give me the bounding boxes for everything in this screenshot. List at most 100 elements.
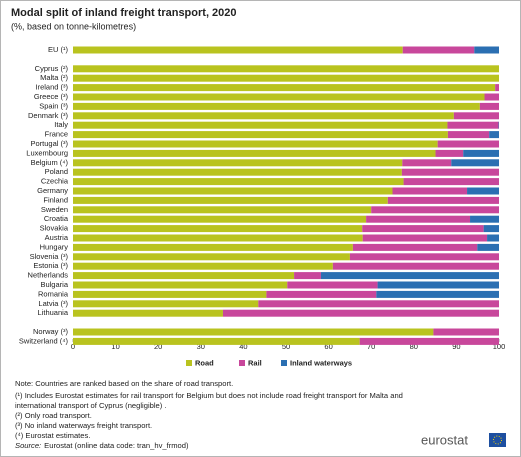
- bar-segment: [294, 272, 321, 280]
- y-tick-label: Switzerland (⁴): [19, 336, 69, 345]
- y-tick-label: Denmark (³): [28, 111, 69, 120]
- bar-segment: [73, 281, 288, 289]
- y-tick-label: Croatia: [44, 214, 69, 223]
- bar-segment: [447, 121, 499, 129]
- y-tick-label: Lithuania: [38, 308, 69, 317]
- source-text: Eurostat (online data code: tran_hv_frmo…: [44, 441, 189, 450]
- x-tick-label: 60: [324, 342, 332, 351]
- bar-segment: [349, 253, 499, 261]
- bar-segment: [73, 215, 367, 223]
- bar-segment: [371, 206, 499, 214]
- bar-segment: [258, 300, 499, 308]
- footnote: (¹) Includes Eurostat estimates for rail…: [15, 391, 403, 410]
- bar-segment: [73, 84, 496, 92]
- bar-segment: [73, 196, 388, 204]
- bar-segment: [376, 290, 499, 298]
- y-tick-label: Bulgaria: [40, 280, 68, 289]
- bar-segment: [483, 225, 499, 233]
- bar-segment: [474, 46, 499, 54]
- bar-segment: [403, 178, 499, 186]
- bar-segment: [387, 196, 499, 204]
- legend-item: Rail: [239, 358, 262, 367]
- bar-segment: [484, 93, 499, 101]
- bar-segment: [73, 102, 480, 110]
- y-tick-label: Slovenia (³): [30, 252, 69, 261]
- y-tick-label: Belgium (⁴): [31, 158, 69, 167]
- bar-segment: [73, 309, 223, 317]
- bar-segment: [73, 168, 402, 176]
- bar-segment: [73, 140, 438, 148]
- y-tick-label: Latvia (³): [38, 299, 68, 308]
- legend-label: Road: [195, 358, 214, 367]
- y-tick-label: Czechia: [41, 177, 69, 186]
- source-label: Source:: [15, 441, 42, 450]
- legend-label: Rail: [248, 358, 262, 367]
- y-tick-label: France: [45, 130, 68, 139]
- y-tick-label: Cyprus (²): [35, 64, 69, 73]
- logo-flag: [489, 433, 506, 447]
- bar-segment: [73, 93, 485, 101]
- bar-segment: [73, 131, 448, 139]
- y-tick-label: Hungary: [40, 242, 69, 251]
- bar-segment: [73, 328, 434, 336]
- bar-segment: [435, 149, 464, 157]
- bar-segment: [433, 328, 499, 336]
- y-tick-label: Norway (³): [33, 327, 69, 336]
- bar-segment: [437, 140, 499, 148]
- y-tick-label: Romania: [38, 289, 69, 298]
- logo-stars: [493, 435, 502, 445]
- footnote: (²) Only road transport.: [15, 411, 92, 420]
- bar-segment: [487, 234, 499, 242]
- y-tick-label: Slovakia: [40, 224, 69, 233]
- y-tick-label: Finland: [43, 195, 68, 204]
- bar-segment: [362, 234, 488, 242]
- x-tick-label: 30: [197, 342, 205, 351]
- bar-segment: [73, 149, 436, 157]
- bar-segment: [495, 84, 499, 92]
- bar-segment: [222, 309, 499, 317]
- y-tick-label: Austria: [45, 233, 69, 242]
- x-tick-label: 80: [410, 342, 418, 351]
- y-tick-label: Greece (³): [34, 92, 69, 101]
- y-tick-label: Luxembourg: [26, 148, 68, 157]
- bar-segment: [73, 337, 360, 345]
- bar-segment: [73, 187, 393, 195]
- y-tick-label: EU (¹): [48, 45, 68, 54]
- legend-swatch: [281, 360, 287, 366]
- y-tick-label: Netherlands: [28, 271, 69, 280]
- x-tick-label: 40: [239, 342, 247, 351]
- x-tick-label: 50: [282, 342, 290, 351]
- bar-segment: [73, 65, 499, 73]
- footnote: Note: Countries are ranked based on the …: [15, 379, 234, 388]
- x-tick-label: 10: [111, 342, 119, 351]
- bar-segment: [332, 262, 499, 270]
- source: Source: Eurostat (online data code: tran_…: [15, 441, 435, 451]
- y-tick-label: Italy: [54, 120, 68, 129]
- chart-subtitle: (%, based on tonne-kilometres): [11, 21, 136, 31]
- legend-swatch: [186, 360, 192, 366]
- bar-segment: [73, 225, 363, 233]
- bar-segment: [73, 74, 499, 82]
- x-tick-label: 90: [452, 342, 460, 351]
- bar-segment: [402, 159, 452, 167]
- x-tick-label: 70: [367, 342, 375, 351]
- legend-item: Road: [186, 358, 214, 367]
- y-tick-label: Germany: [37, 186, 68, 195]
- footnote: (⁴) Eurostat estimates.: [15, 431, 91, 440]
- bar-segment: [266, 290, 377, 298]
- bar-segment: [366, 215, 471, 223]
- bar-segment: [73, 253, 350, 261]
- bar-segment: [73, 243, 353, 251]
- bar-segment: [73, 262, 333, 270]
- bar-segment: [467, 187, 499, 195]
- bar-segment: [73, 46, 403, 54]
- bar-segment: [73, 121, 448, 129]
- y-tick-label: Portugal (³): [30, 139, 68, 148]
- bar-segment: [73, 112, 454, 120]
- notes: Note: Countries are ranked based on the …: [15, 379, 435, 451]
- chart-title: Modal split of inland freight transport,…: [11, 7, 237, 19]
- bar-segment: [401, 168, 499, 176]
- legend-label: Inland waterways: [290, 358, 352, 367]
